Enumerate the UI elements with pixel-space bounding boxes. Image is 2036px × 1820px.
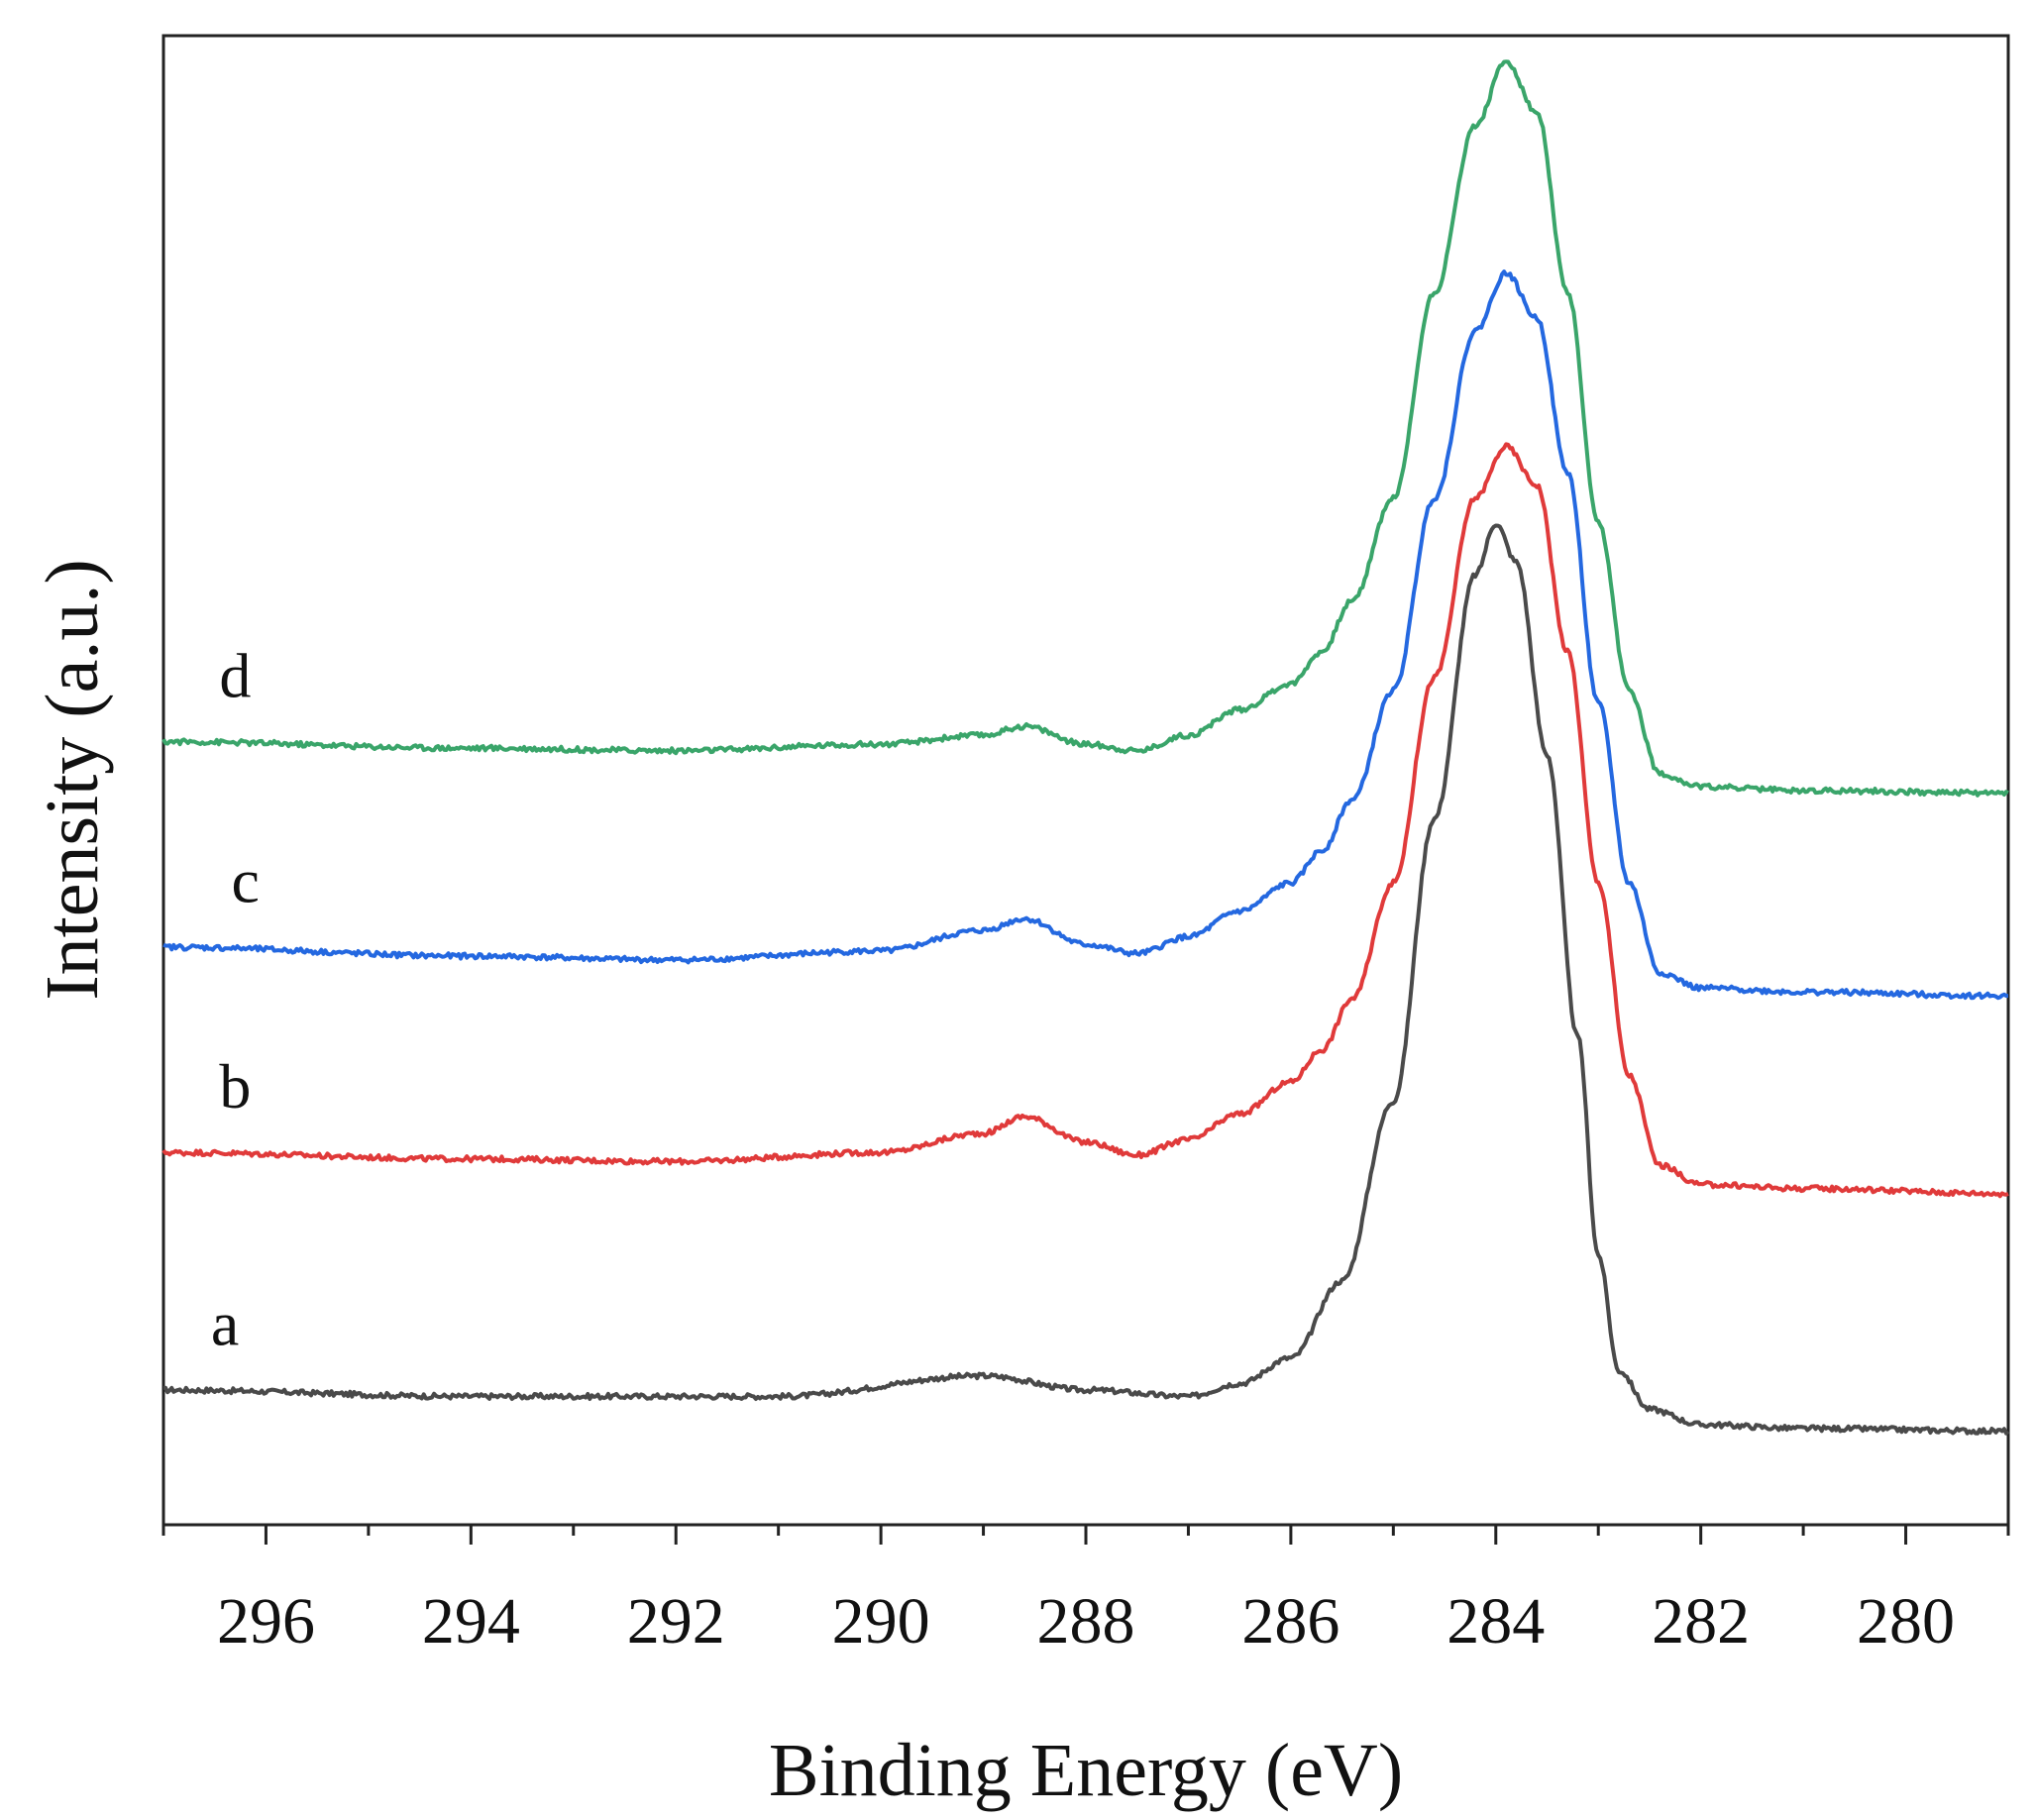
plot-frame <box>161 34 2010 1527</box>
x-tick-label: 292 <box>627 1585 725 1658</box>
x-axis-title: Binding Energy (eV) <box>769 1729 1403 1812</box>
x-tick-label: 280 <box>1857 1585 1955 1658</box>
curve-label-d: d <box>219 640 251 710</box>
series-layer <box>161 59 2010 1436</box>
curve-label-a: a <box>211 1289 239 1359</box>
x-tick-label: 296 <box>217 1585 315 1658</box>
curve-labels: a b c d <box>211 640 260 1358</box>
y-axis-title: Intensity (a.u.) <box>31 559 114 1000</box>
curve-label-b: b <box>219 1051 251 1122</box>
x-tick-label: 286 <box>1241 1585 1339 1658</box>
x-tick-label: 288 <box>1037 1585 1135 1658</box>
series-line-b <box>161 442 2009 1199</box>
series-line-d <box>161 59 2009 798</box>
series-line-c <box>162 269 2008 1001</box>
x-tick-label: 282 <box>1652 1585 1750 1658</box>
curve-label-c: c <box>232 846 260 916</box>
x-tick-label: 290 <box>832 1585 930 1658</box>
series-line-a <box>162 523 2010 1436</box>
x-tick-label: 284 <box>1447 1585 1545 1658</box>
x-axis-ticks: 296 294 292 290 288 286 284 282 280 <box>161 1525 2010 1658</box>
x-tick-label: 294 <box>422 1585 520 1658</box>
